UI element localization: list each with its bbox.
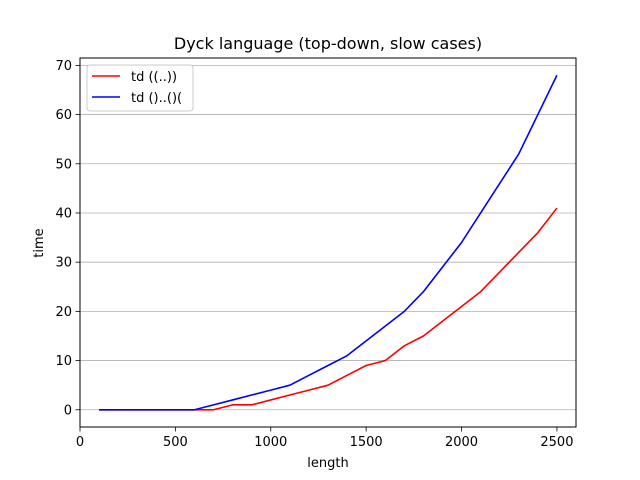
x-tick-label-4: 2000: [445, 435, 478, 450]
legend-label-0: td ((..)): [131, 70, 177, 85]
y-tick-label-0: 0: [64, 403, 72, 418]
y-axis-label: time: [32, 228, 47, 257]
plot-frame: [79, 57, 577, 428]
chart-title: Dyck language (top-down, slow cases): [174, 34, 482, 53]
x-tick-label-0: 0: [76, 435, 84, 450]
series-lines: [99, 74, 558, 411]
y-tick-label-7: 70: [55, 59, 72, 74]
legend: td ((..)) td ()..()(: [86, 64, 194, 112]
x-axis-ticks: 0 500 1000 1500 2000 2500: [76, 427, 573, 450]
x-tick-label-1: 500: [163, 435, 188, 450]
y-tick-label-6: 60: [55, 108, 72, 123]
x-axis-label: length: [307, 456, 348, 471]
series-line-1: [99, 74, 558, 411]
y-tick-label-1: 10: [55, 354, 72, 369]
x-tick-label-3: 1500: [350, 435, 383, 450]
y-tick-label-3: 30: [55, 256, 72, 271]
y-tick-label-2: 20: [55, 305, 72, 320]
y-axis-ticks: 0 10 20 30 40 50 60 70: [55, 59, 80, 418]
x-tick-label-5: 2500: [540, 435, 573, 450]
y-tick-label-5: 50: [55, 157, 72, 172]
legend-label-1: td ()..()(: [131, 91, 182, 106]
x-tick-label-2: 1000: [254, 435, 287, 450]
y-tick-label-4: 40: [55, 206, 72, 221]
